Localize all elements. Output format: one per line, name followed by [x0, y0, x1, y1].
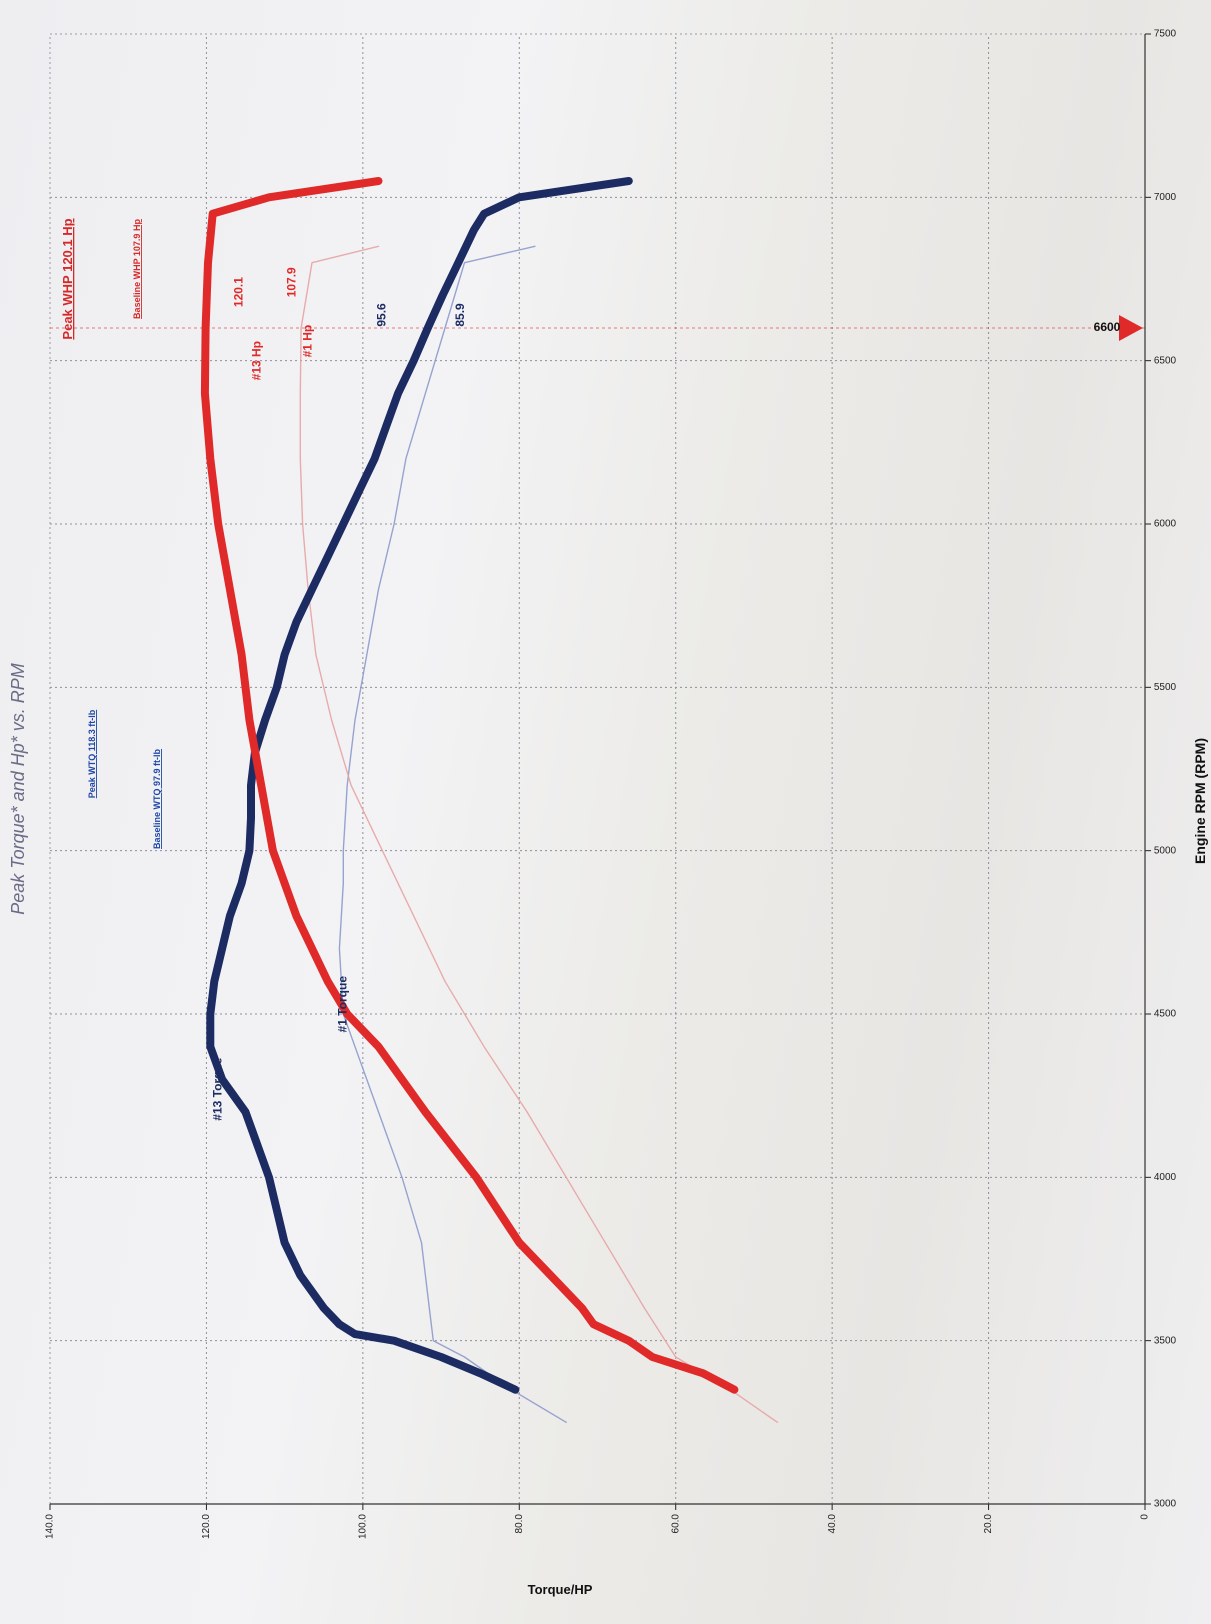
legend-item: Peak WTQ 118.3 ft-lb — [87, 709, 97, 798]
legend-item: Baseline WHP 107.9 Hp — [132, 219, 142, 319]
y-tick-label: 120.0 — [201, 1514, 212, 1539]
annotation-label: #1 Torque — [335, 976, 349, 1033]
annotation-label: 85.9 — [453, 303, 467, 327]
annotation-label: 107.9 — [285, 267, 299, 297]
y-tick-label: 60.0 — [670, 1514, 681, 1534]
annotation-label: 120.1 — [231, 277, 245, 307]
x-tick-label: 6000 — [1154, 519, 1177, 530]
y-axis-label: Torque/HP — [528, 1582, 593, 1597]
series-line-n13-hp — [200, 177, 739, 1394]
series-line-n1-torque — [338, 245, 567, 1424]
plot-frame — [49, 33, 1146, 1505]
x-tick-label: 5000 — [1154, 845, 1177, 856]
x-tick-label: 4000 — [1154, 1172, 1177, 1183]
axes: 3000 3500 4000 4500 5000 5500 6000 6500 7000 7500… — [45, 29, 1177, 1539]
chart-title: Peak Torque* and Hp* vs. RPM — [8, 663, 28, 914]
legend: Peak WTQ 118.3 ft-lb Baseline WTQ 97.9 ft… — [60, 218, 162, 849]
rpm-cursor: 6600 — [50, 315, 1145, 341]
x-tick-label: 6500 — [1154, 355, 1177, 366]
series-line-n1-hp — [299, 245, 779, 1424]
x-tick-label: 7000 — [1154, 192, 1177, 203]
annotation-label: 95.6 — [375, 303, 389, 327]
x-tick-label: 7500 — [1154, 29, 1177, 40]
y-tick-label: 80.0 — [514, 1514, 525, 1534]
cursor-marker — [1119, 315, 1143, 341]
y-tick-label: 20.0 — [983, 1514, 994, 1534]
series-layer — [200, 177, 779, 1424]
cursor-label: 6600 — [1094, 320, 1121, 334]
annotation-label: #13 Hp — [249, 341, 263, 380]
y-tick-label: 100.0 — [357, 1514, 368, 1539]
x-tick-label: 3000 — [1154, 1499, 1177, 1510]
annotation-layer: #13 Torque #1 Torque #13 Hp 120.1 #1 Hp 107.9… — [210, 267, 466, 1121]
y-tick-label: 140.0 — [45, 1514, 56, 1539]
grid — [49, 33, 1146, 1505]
x-tick-label: 5500 — [1154, 682, 1177, 693]
legend-item: Peak WHP 120.1 Hp — [60, 218, 75, 339]
y-tick-label: 40.0 — [827, 1514, 838, 1534]
x-tick-label: 3500 — [1154, 1335, 1177, 1346]
annotation-label: #13 Torque — [210, 1057, 224, 1120]
legend-item: Baseline WTQ 97.9 ft-lb — [152, 748, 162, 849]
x-axis-label: Engine RPM (RPM) — [1192, 738, 1208, 864]
y-tick-label: 0 — [1140, 1514, 1151, 1520]
x-tick-label: 4500 — [1154, 1009, 1177, 1020]
series-line-n13-torque — [206, 177, 633, 1394]
annotation-label: #1 Hp — [300, 325, 314, 358]
